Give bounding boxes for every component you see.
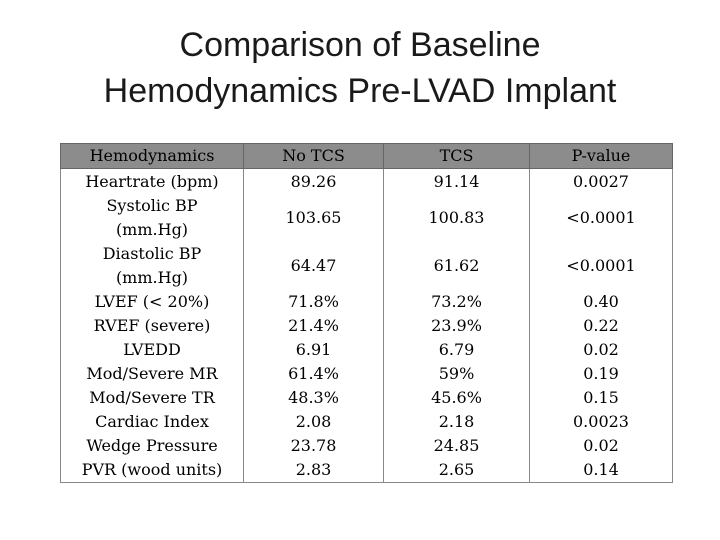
cell-no-tcs: 2.83: [243, 458, 384, 483]
slide-title-line-2: Hemodynamics Pre-LVAD Implant: [103, 72, 617, 110]
cell-tcs: 45.6%: [383, 386, 530, 410]
cell-p-value: 0.02: [529, 338, 673, 362]
cell-tcs: 2.65: [383, 458, 530, 483]
row-label: Mod/Severe MR: [60, 362, 244, 386]
cell-no-tcs: 21.4%: [243, 314, 384, 338]
header-hemodynamics: Hemodynamics: [60, 143, 244, 169]
table-row: Mod/Severe TR 48.3% 45.6% 0.15: [60, 386, 673, 410]
cell-tcs: 23.9%: [383, 314, 530, 338]
row-label: Mod/Severe TR: [60, 386, 244, 410]
cell-no-tcs: 6.91: [243, 338, 384, 362]
cell-no-tcs: 48.3%: [243, 386, 384, 410]
table-row: Mod/Severe MR 61.4% 59% 0.19: [60, 362, 673, 386]
row-label-line-2: (mm.Hg): [115, 220, 189, 239]
table-row: Wedge Pressure 23.78 24.85 0.02: [60, 434, 673, 458]
cell-no-tcs: 64.47: [243, 242, 384, 290]
table-header-row: Hemodynamics No TCS TCS P-value: [60, 143, 673, 169]
header-no-tcs: No TCS: [243, 143, 384, 169]
header-tcs: TCS: [383, 143, 530, 169]
table-row: Diastolic BP (mm.Hg) 64.47 61.62 <0.0001: [60, 242, 673, 290]
table-row: RVEF (severe) 21.4% 23.9% 0.22: [60, 314, 673, 338]
cell-no-tcs: 61.4%: [243, 362, 384, 386]
slide-title: Comparison of Baseline Hemodynamics Pre-…: [0, 22, 720, 114]
cell-no-tcs: 2.08: [243, 410, 384, 434]
table-row: PVR (wood units) 2.83 2.65 0.14: [60, 458, 673, 483]
row-label: RVEF (severe): [60, 314, 244, 338]
cell-p-value: <0.0001: [529, 242, 673, 290]
row-label: Systolic BP (mm.Hg): [60, 194, 244, 242]
table-row: Heartrate (bpm) 89.26 91.14 0.0027: [60, 168, 673, 194]
table-row: LVEF (< 20%) 71.8% 73.2% 0.40: [60, 290, 673, 314]
cell-p-value: 0.15: [529, 386, 673, 410]
row-label-line-2: (mm.Hg): [115, 268, 189, 287]
cell-p-value: 0.14: [529, 458, 673, 483]
cell-no-tcs: 89.26: [243, 168, 384, 194]
cell-tcs: 61.62: [383, 242, 530, 290]
cell-p-value: 0.0023: [529, 410, 673, 434]
row-label-line-1: Diastolic BP: [102, 244, 202, 263]
row-label: Diastolic BP (mm.Hg): [60, 242, 244, 290]
cell-no-tcs: 103.65: [243, 194, 384, 242]
table-row: Systolic BP (mm.Hg) 103.65 100.83 <0.000…: [60, 194, 673, 242]
cell-tcs: 91.14: [383, 168, 530, 194]
table-row: Cardiac Index 2.08 2.18 0.0023: [60, 410, 673, 434]
row-label: Cardiac Index: [60, 410, 244, 434]
cell-tcs: 100.83: [383, 194, 530, 242]
table-row: LVEDD 6.91 6.79 0.02: [60, 338, 673, 362]
cell-p-value: 0.02: [529, 434, 673, 458]
cell-tcs: 73.2%: [383, 290, 530, 314]
header-p-value: P-value: [529, 143, 673, 169]
cell-p-value: 0.40: [529, 290, 673, 314]
row-label: PVR (wood units): [60, 458, 244, 483]
cell-no-tcs: 23.78: [243, 434, 384, 458]
cell-p-value: 0.22: [529, 314, 673, 338]
cell-p-value: 0.19: [529, 362, 673, 386]
cell-p-value: <0.0001: [529, 194, 673, 242]
cell-tcs: 6.79: [383, 338, 530, 362]
hemodynamics-table: Hemodynamics No TCS TCS P-value Heartrat…: [60, 143, 673, 483]
row-label: Wedge Pressure: [60, 434, 244, 458]
row-label: LVEF (< 20%): [60, 290, 244, 314]
cell-p-value: 0.0027: [529, 168, 673, 194]
row-label: Heartrate (bpm): [60, 168, 244, 194]
cell-tcs: 59%: [383, 362, 530, 386]
slide-title-line-1: Comparison of Baseline: [179, 26, 541, 64]
cell-tcs: 2.18: [383, 410, 530, 434]
row-label-line-1: Systolic BP: [106, 196, 198, 215]
cell-tcs: 24.85: [383, 434, 530, 458]
row-label: LVEDD: [60, 338, 244, 362]
cell-no-tcs: 71.8%: [243, 290, 384, 314]
